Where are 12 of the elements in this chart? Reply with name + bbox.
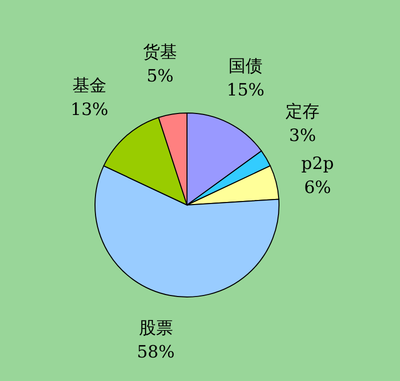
slice-label: 国债 xyxy=(228,56,263,76)
data-label: 5% xyxy=(146,66,174,87)
data-label: 3% xyxy=(289,126,316,146)
data-label: 13% xyxy=(70,100,108,120)
data-label: 15% xyxy=(226,80,264,100)
slice-label: 股票 xyxy=(138,318,173,339)
data-label: 58% xyxy=(136,342,175,363)
slice-label: p2p xyxy=(301,154,334,174)
slice-label: 定存 xyxy=(286,102,320,122)
slice-label: 基金 xyxy=(72,76,106,96)
slice-label: 货基 xyxy=(143,42,178,63)
data-label: 6% xyxy=(304,178,332,198)
